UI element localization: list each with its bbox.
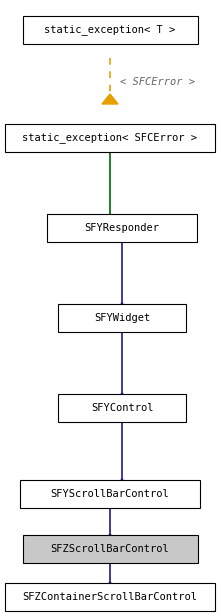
Text: static_exception< SFCError >: static_exception< SFCError >: [23, 132, 198, 144]
Polygon shape: [114, 393, 130, 403]
Polygon shape: [102, 582, 118, 592]
Text: < SFCError >: < SFCError >: [120, 77, 195, 87]
Text: SFYControl: SFYControl: [91, 403, 153, 413]
Bar: [23, 535, 198, 563]
Text: SFZScrollBarControl: SFZScrollBarControl: [51, 544, 169, 554]
Bar: [23, 16, 198, 44]
Text: static_exception< T >: static_exception< T >: [44, 25, 176, 36]
Polygon shape: [102, 214, 118, 224]
Polygon shape: [114, 479, 130, 489]
Text: SFYWidget: SFYWidget: [94, 313, 150, 323]
Polygon shape: [114, 303, 130, 313]
Bar: [5, 583, 215, 611]
Polygon shape: [102, 94, 118, 104]
Text: SFYScrollBarControl: SFYScrollBarControl: [51, 489, 169, 499]
Text: SFZContainerScrollBarControl: SFZContainerScrollBarControl: [23, 592, 198, 602]
Bar: [47, 214, 197, 242]
Text: SFYResponder: SFYResponder: [84, 223, 160, 233]
Bar: [5, 124, 215, 152]
Bar: [58, 304, 186, 332]
Bar: [20, 480, 200, 508]
Bar: [58, 394, 186, 422]
Polygon shape: [102, 534, 118, 544]
